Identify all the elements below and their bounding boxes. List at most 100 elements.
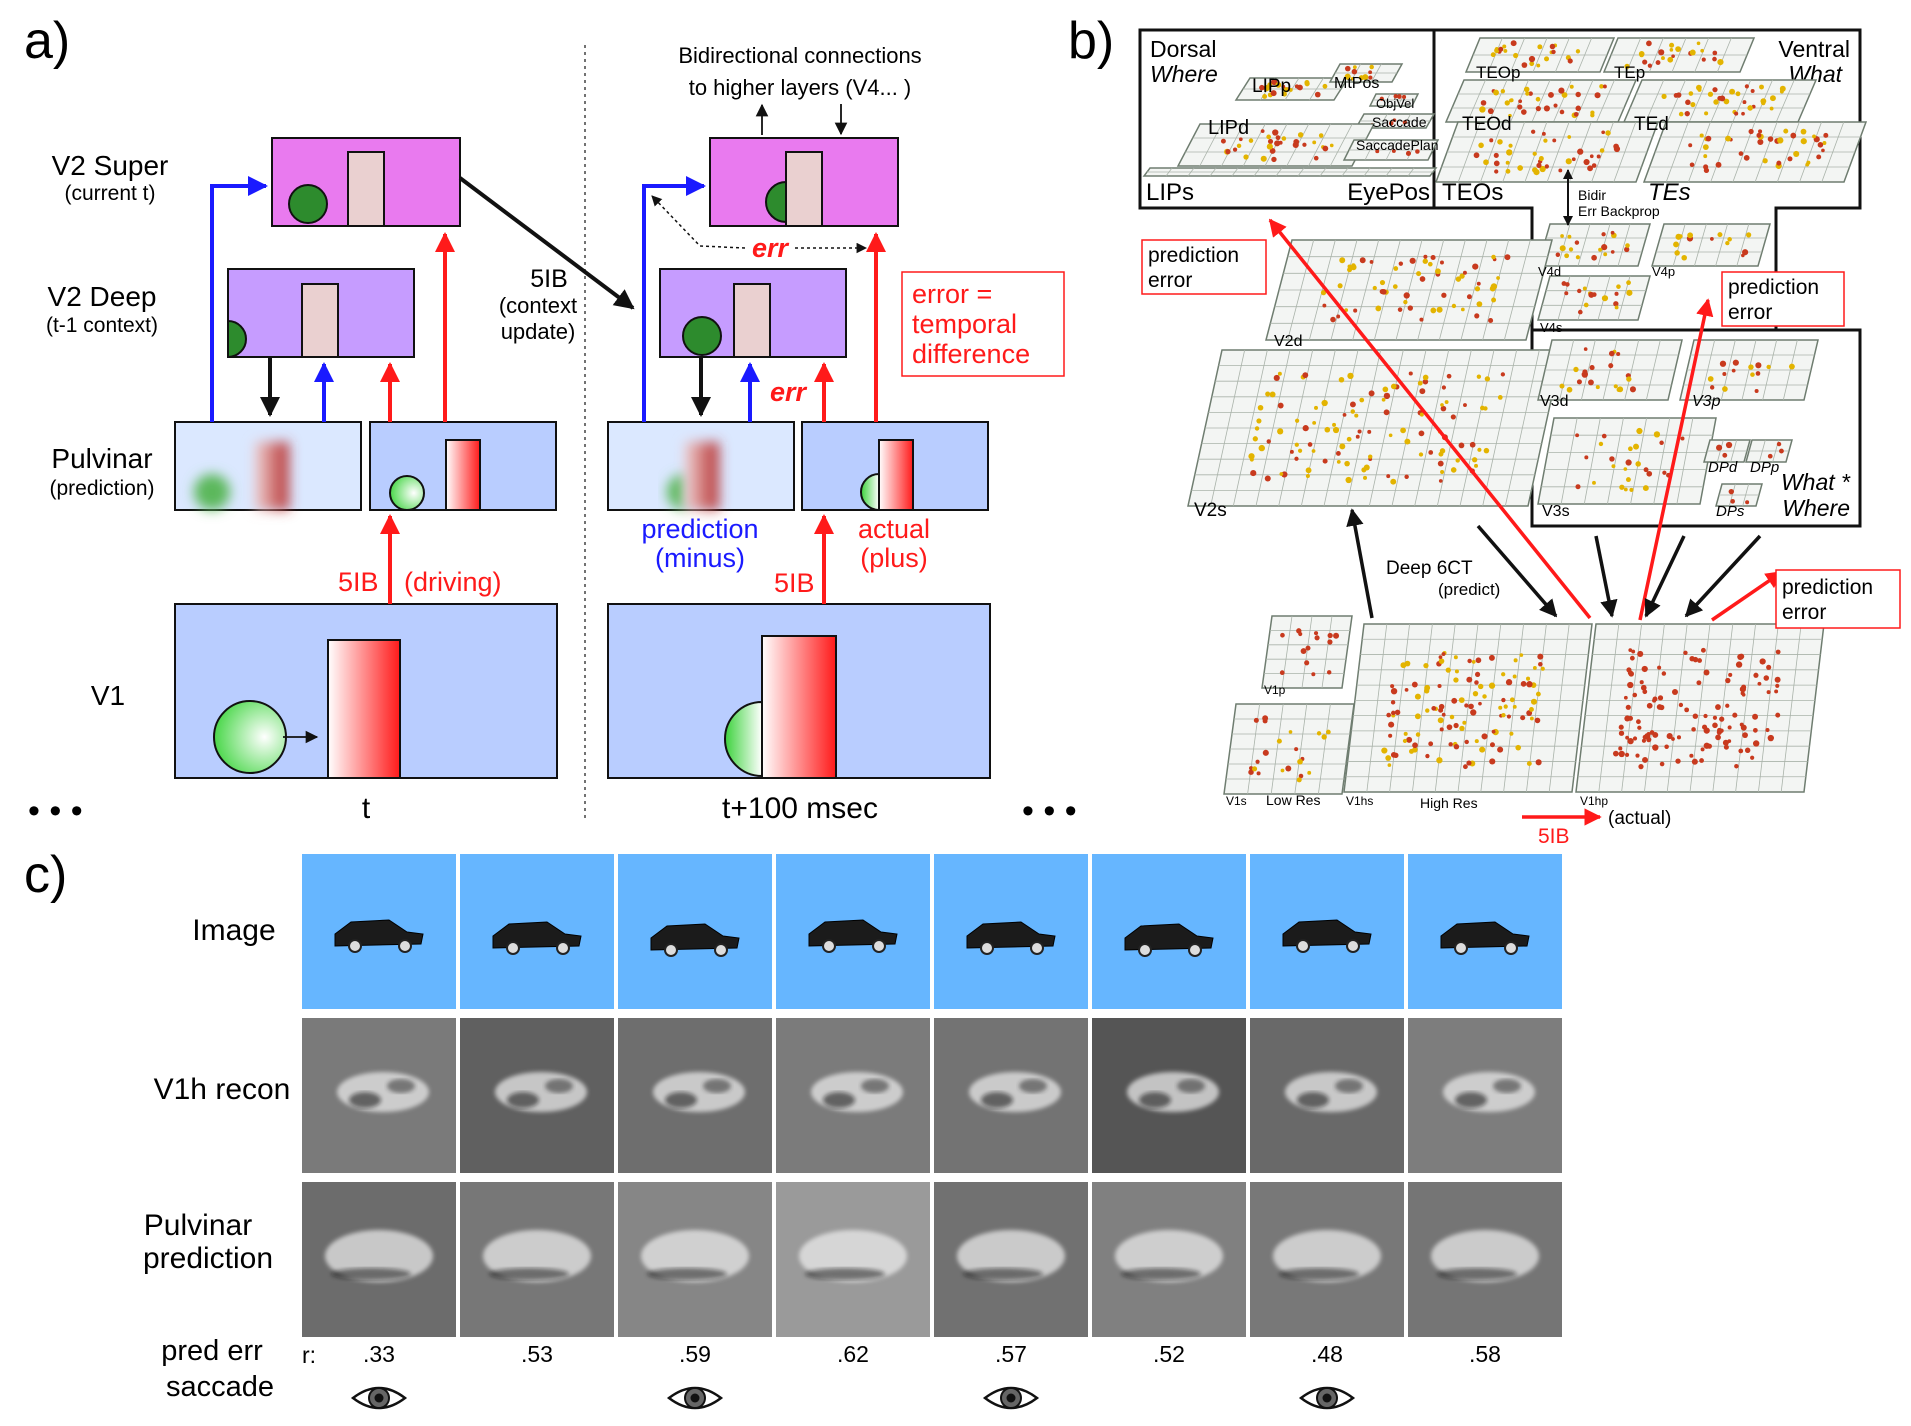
pred-error-box-right (1775, 569, 1901, 629)
activity-dot (1602, 295, 1609, 301)
activity-dot (1449, 714, 1455, 720)
activity-dot (1735, 661, 1743, 668)
activity-dot (1812, 134, 1816, 139)
activity-dot (1636, 719, 1641, 725)
activity-dot (1608, 350, 1615, 357)
activity-dot (1712, 50, 1718, 56)
activity-dot (1625, 735, 1630, 740)
activity-dot (1646, 40, 1652, 47)
activity-dot (1470, 709, 1477, 716)
layer-sheet-v3s (1537, 417, 1717, 505)
activity-dot (1484, 376, 1491, 382)
activity-dot (1363, 475, 1368, 480)
activity-dot (1445, 667, 1451, 673)
activity-dot (1666, 733, 1673, 740)
r-value: .48 (1311, 1341, 1343, 1367)
activity-dot (1390, 752, 1397, 758)
activity-dot (1727, 237, 1732, 242)
activity-dot (1405, 150, 1412, 156)
pred-error-box-mid (1721, 271, 1845, 327)
activity-dot (1281, 84, 1286, 89)
activity-dot (1702, 144, 1709, 151)
activity-dot (1525, 91, 1530, 96)
activity-dot (1612, 750, 1619, 757)
activity-dot (1446, 724, 1453, 731)
row-label-image: Image (192, 914, 275, 947)
activity-dot (1277, 371, 1282, 376)
activity-dot (1368, 454, 1373, 459)
grid-line (1596, 79, 1615, 123)
deep6ct-line1: Deep 6CT (1386, 558, 1473, 579)
activity-dot (1661, 671, 1667, 676)
activity-dot (1540, 666, 1545, 671)
activity-dot (1598, 441, 1604, 447)
activity-dot (1347, 264, 1352, 269)
blurred-bar (685, 442, 719, 510)
activity-dot (1359, 257, 1366, 264)
object-circle (389, 475, 425, 511)
activity-dot (1564, 291, 1569, 296)
activity-dot (1259, 84, 1265, 91)
activity-dot (1567, 234, 1572, 239)
activity-dot (1583, 302, 1589, 308)
layer-sheet-dpd (1703, 439, 1751, 463)
activity-dot (1715, 161, 1722, 168)
activity-dot (1605, 130, 1611, 136)
grid-line (1281, 615, 1293, 689)
activity-dot (1438, 479, 1443, 483)
label-v2d: V2d (1274, 333, 1302, 350)
object-bar (327, 639, 401, 779)
activity-dot (1649, 730, 1655, 735)
activity-dot (1759, 84, 1764, 90)
activity-dot (1419, 388, 1426, 395)
activity-dot (1535, 96, 1541, 102)
activity-dot (1517, 165, 1523, 171)
activity-dot (1601, 232, 1606, 237)
layer-sheet-mtpos (1328, 63, 1404, 83)
activity-dot (1521, 109, 1527, 115)
activity-dot (1732, 359, 1739, 366)
activity-dot (1294, 456, 1299, 461)
label-v1hp: V1hp (1580, 794, 1608, 808)
grid-line (1775, 79, 1795, 123)
activity-dot (1821, 148, 1825, 153)
activity-dot (1428, 741, 1434, 747)
activity-dot (1321, 399, 1328, 407)
activity-dot (1675, 758, 1681, 764)
activity-dot (1477, 683, 1484, 690)
activity-dot (1415, 149, 1420, 154)
activity-dot (1623, 695, 1628, 700)
label-v3s: V3s (1542, 503, 1570, 520)
object-circle (288, 184, 328, 224)
activity-dot (1549, 43, 1556, 50)
activity-dot (1589, 154, 1594, 159)
activity-dot (1609, 456, 1615, 462)
recon-blob (811, 1072, 903, 1112)
label-lipp: LIPp (1252, 76, 1291, 97)
activity-dot (1601, 244, 1608, 251)
activity-dot (1497, 746, 1504, 753)
activity-dot (1659, 440, 1664, 446)
layer-sheet-lipp (1234, 77, 1350, 101)
layer-sheet-teos (1434, 121, 1660, 183)
context-line3: update) (501, 319, 576, 344)
activity-dot (1446, 373, 1452, 379)
activity-dot (1528, 55, 1536, 63)
image-tile (302, 854, 456, 1009)
activity-dot (1260, 129, 1265, 133)
activity-dot (1294, 747, 1299, 752)
layer-sheet-dpp (1745, 439, 1793, 463)
deep-arrow-2 (1594, 535, 1618, 618)
activity-dot (1350, 264, 1357, 271)
grid-line (1577, 223, 1591, 267)
activity-dot (1361, 467, 1367, 473)
recon-tile (1092, 1018, 1246, 1173)
activity-dot (1480, 100, 1487, 106)
activity-dot (1637, 725, 1642, 730)
activity-dot (1232, 147, 1238, 152)
sheet-labels: LIPp MtPos ObjVel Saccade LIPd SaccadePl… (1146, 63, 1779, 811)
activity-dot (1369, 260, 1374, 264)
activity-dot (1464, 739, 1469, 745)
activity-dot (1722, 739, 1729, 746)
grid-line (1557, 223, 1571, 267)
